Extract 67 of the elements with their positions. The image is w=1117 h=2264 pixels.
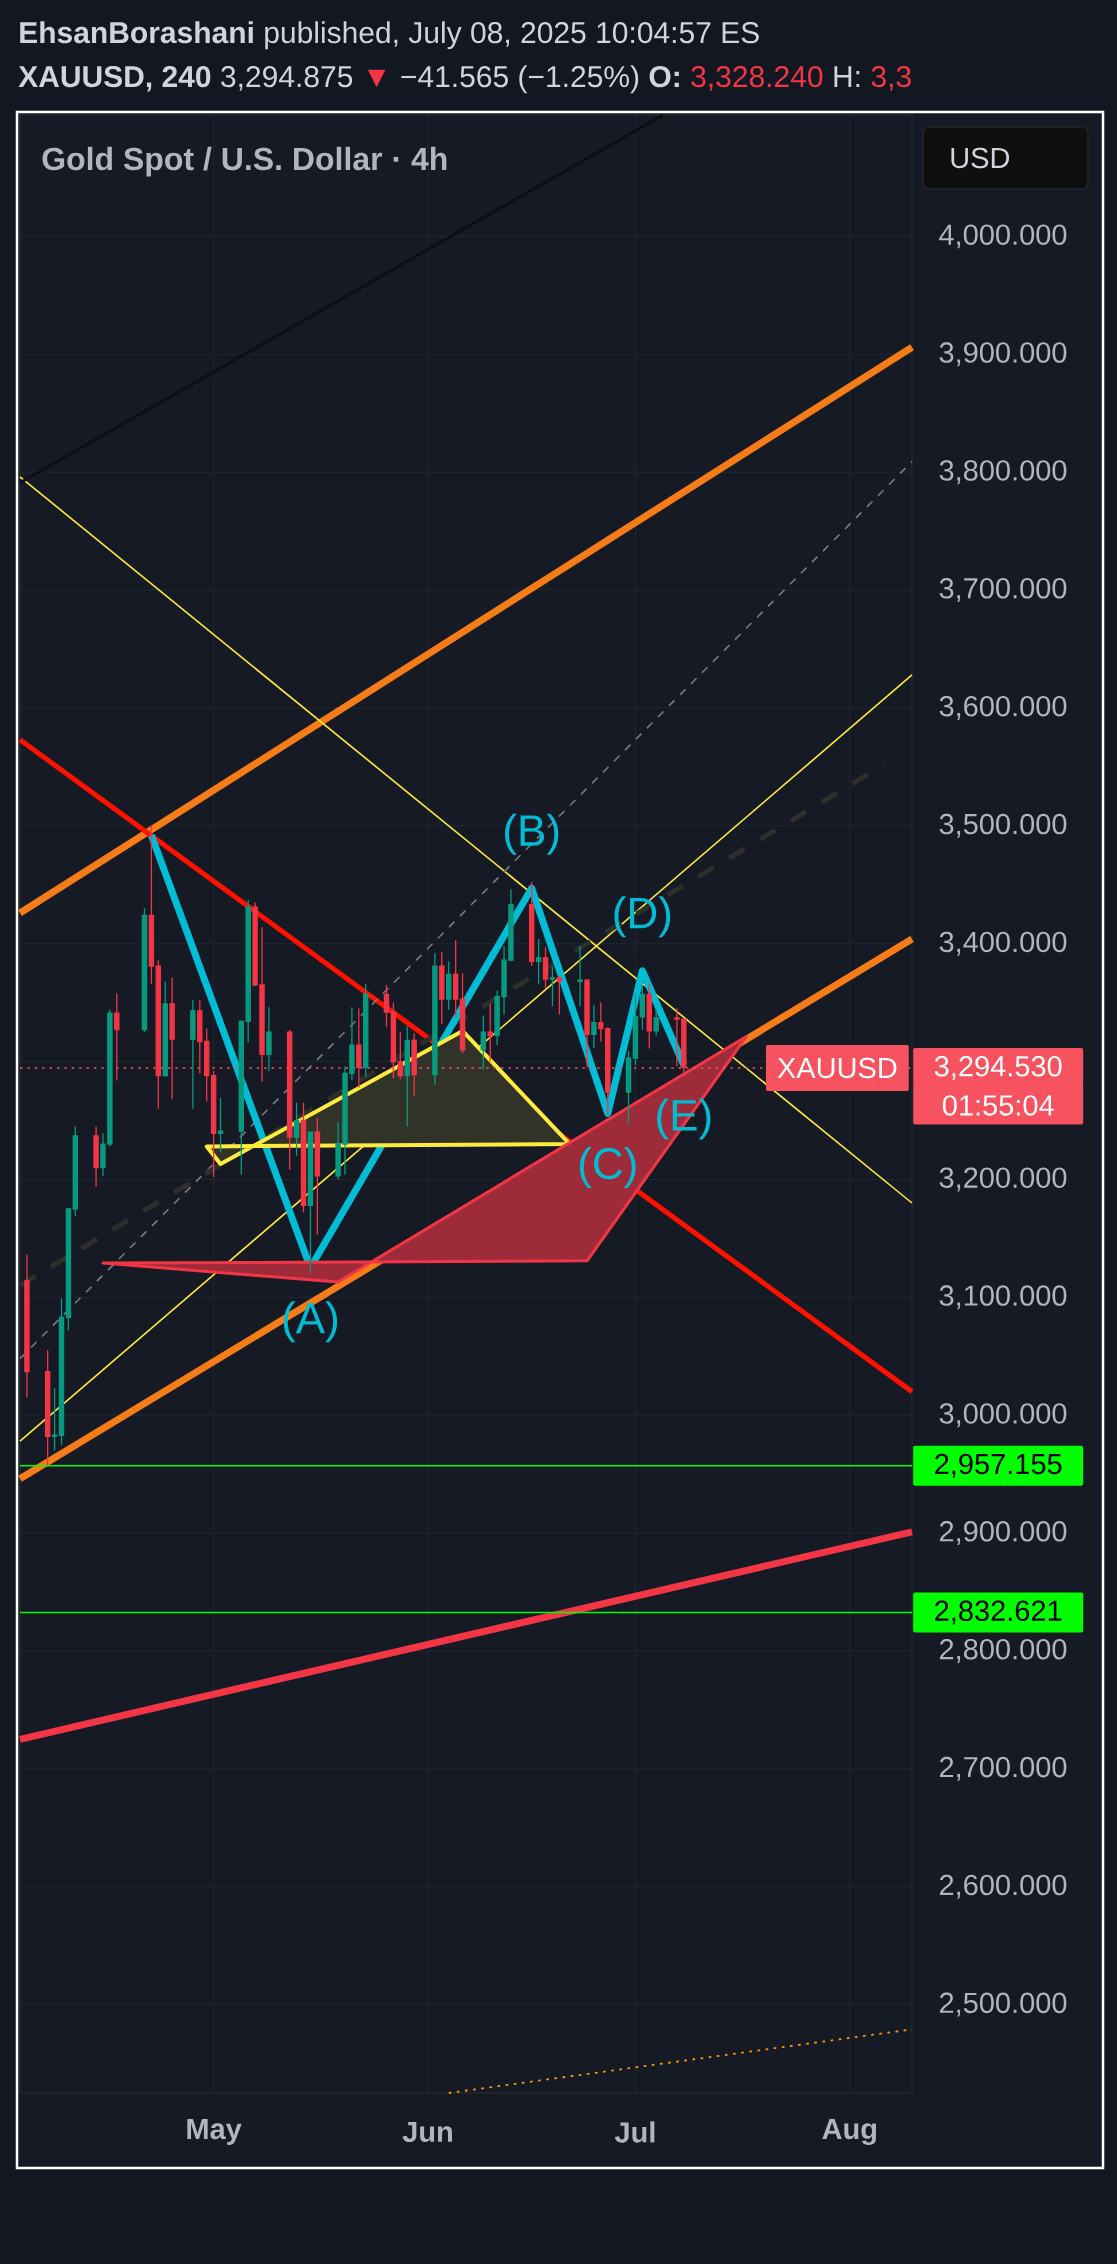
candlestick <box>24 1254 30 1399</box>
y-tick-label: 2,900.000 <box>939 1521 1067 1546</box>
candlestick <box>356 1007 362 1089</box>
y-tick-label: 2,600.000 <box>939 1874 1067 1899</box>
candlestick <box>459 972 466 1054</box>
candlestick <box>432 952 438 1086</box>
y-tick-label: 3,900.000 <box>939 342 1067 367</box>
ref-line-label: 2,832.621 <box>935 1600 1062 1625</box>
candlestick <box>72 1125 79 1217</box>
candlestick <box>141 907 148 1033</box>
x-tick-label: May <box>187 2119 242 2145</box>
candlestick <box>300 1102 307 1214</box>
y-tick-label: 3,200.000 <box>939 1167 1067 1192</box>
x-tick-label: Jul <box>614 2121 655 2143</box>
text: 3,328.240 <box>691 66 823 91</box>
y-tick-label: 3,100.000 <box>939 1285 1067 1310</box>
annotation: (A) <box>283 1301 338 1343</box>
candlestick <box>653 1007 659 1037</box>
y-tick-label: 3,800.000 <box>939 460 1067 485</box>
annotation: (C) <box>579 1146 636 1188</box>
ref-line-label: 3,294.530 <box>934 1056 1062 1080</box>
y-tick-label: 3,700.000 <box>939 578 1067 603</box>
y-tick-label: 3,500.000 <box>939 813 1067 838</box>
text: XAUUSD, 240 3,294.875 <box>18 66 353 92</box>
candlestick <box>169 977 175 1100</box>
candlestick <box>591 1004 597 1050</box>
text: 01:55:04 <box>942 1095 1054 1116</box>
y-tick-label: 2,500.000 <box>939 1992 1067 2017</box>
text: ▼ <box>367 69 386 88</box>
candlestick <box>286 1029 293 1171</box>
text: 3,3 <box>871 66 911 91</box>
chart-subtitle: EhsanBorashani published, July 08, 2025 10:04:57 ES <box>20 21 759 50</box>
text: H: <box>834 66 860 87</box>
y-tick-label: 3,000.000 <box>939 1403 1067 1428</box>
x-tick-label: Jun <box>402 2121 452 2143</box>
x-tick-label: Aug <box>822 2118 877 2146</box>
ref-line-label: 2,957.155 <box>935 1453 1062 1478</box>
candlestick <box>390 1001 397 1079</box>
text: USD <box>951 147 1010 169</box>
candlestick <box>114 992 120 1082</box>
candlestick <box>646 983 652 1050</box>
candlestick <box>363 983 369 1078</box>
y-tick-label: 2,700.000 <box>939 1756 1067 1781</box>
y-tick-label: 2,800.000 <box>939 1638 1067 1663</box>
candlestick <box>162 980 168 1078</box>
y-tick-label: 4,000.000 <box>939 224 1067 249</box>
candlestick <box>155 959 162 1110</box>
candlestick <box>632 992 639 1066</box>
y-tick-label: 3,600.000 <box>939 695 1067 720</box>
text: Gold Spot / U.S. Dollar · 4h <box>42 146 447 177</box>
candlestick <box>584 978 590 1069</box>
candlestick <box>411 1032 417 1097</box>
candlestick <box>542 946 549 990</box>
candlestick <box>625 1050 632 1125</box>
candlestick <box>266 1006 272 1072</box>
candlestick <box>58 1297 65 1446</box>
candlestick <box>190 999 196 1110</box>
candlestick <box>93 1125 99 1188</box>
text: −41.565 (−1.25%) O: <box>401 65 679 94</box>
annotation: (D) <box>614 896 671 938</box>
annotation: (B) <box>505 813 559 855</box>
candlestick <box>65 1207 72 1331</box>
candlestick <box>439 951 445 1025</box>
candlestick <box>577 945 583 1007</box>
candlestick <box>528 881 535 967</box>
annotation: XAUUSD <box>777 1057 897 1079</box>
y-tick-label: 3,400.000 <box>939 931 1067 956</box>
